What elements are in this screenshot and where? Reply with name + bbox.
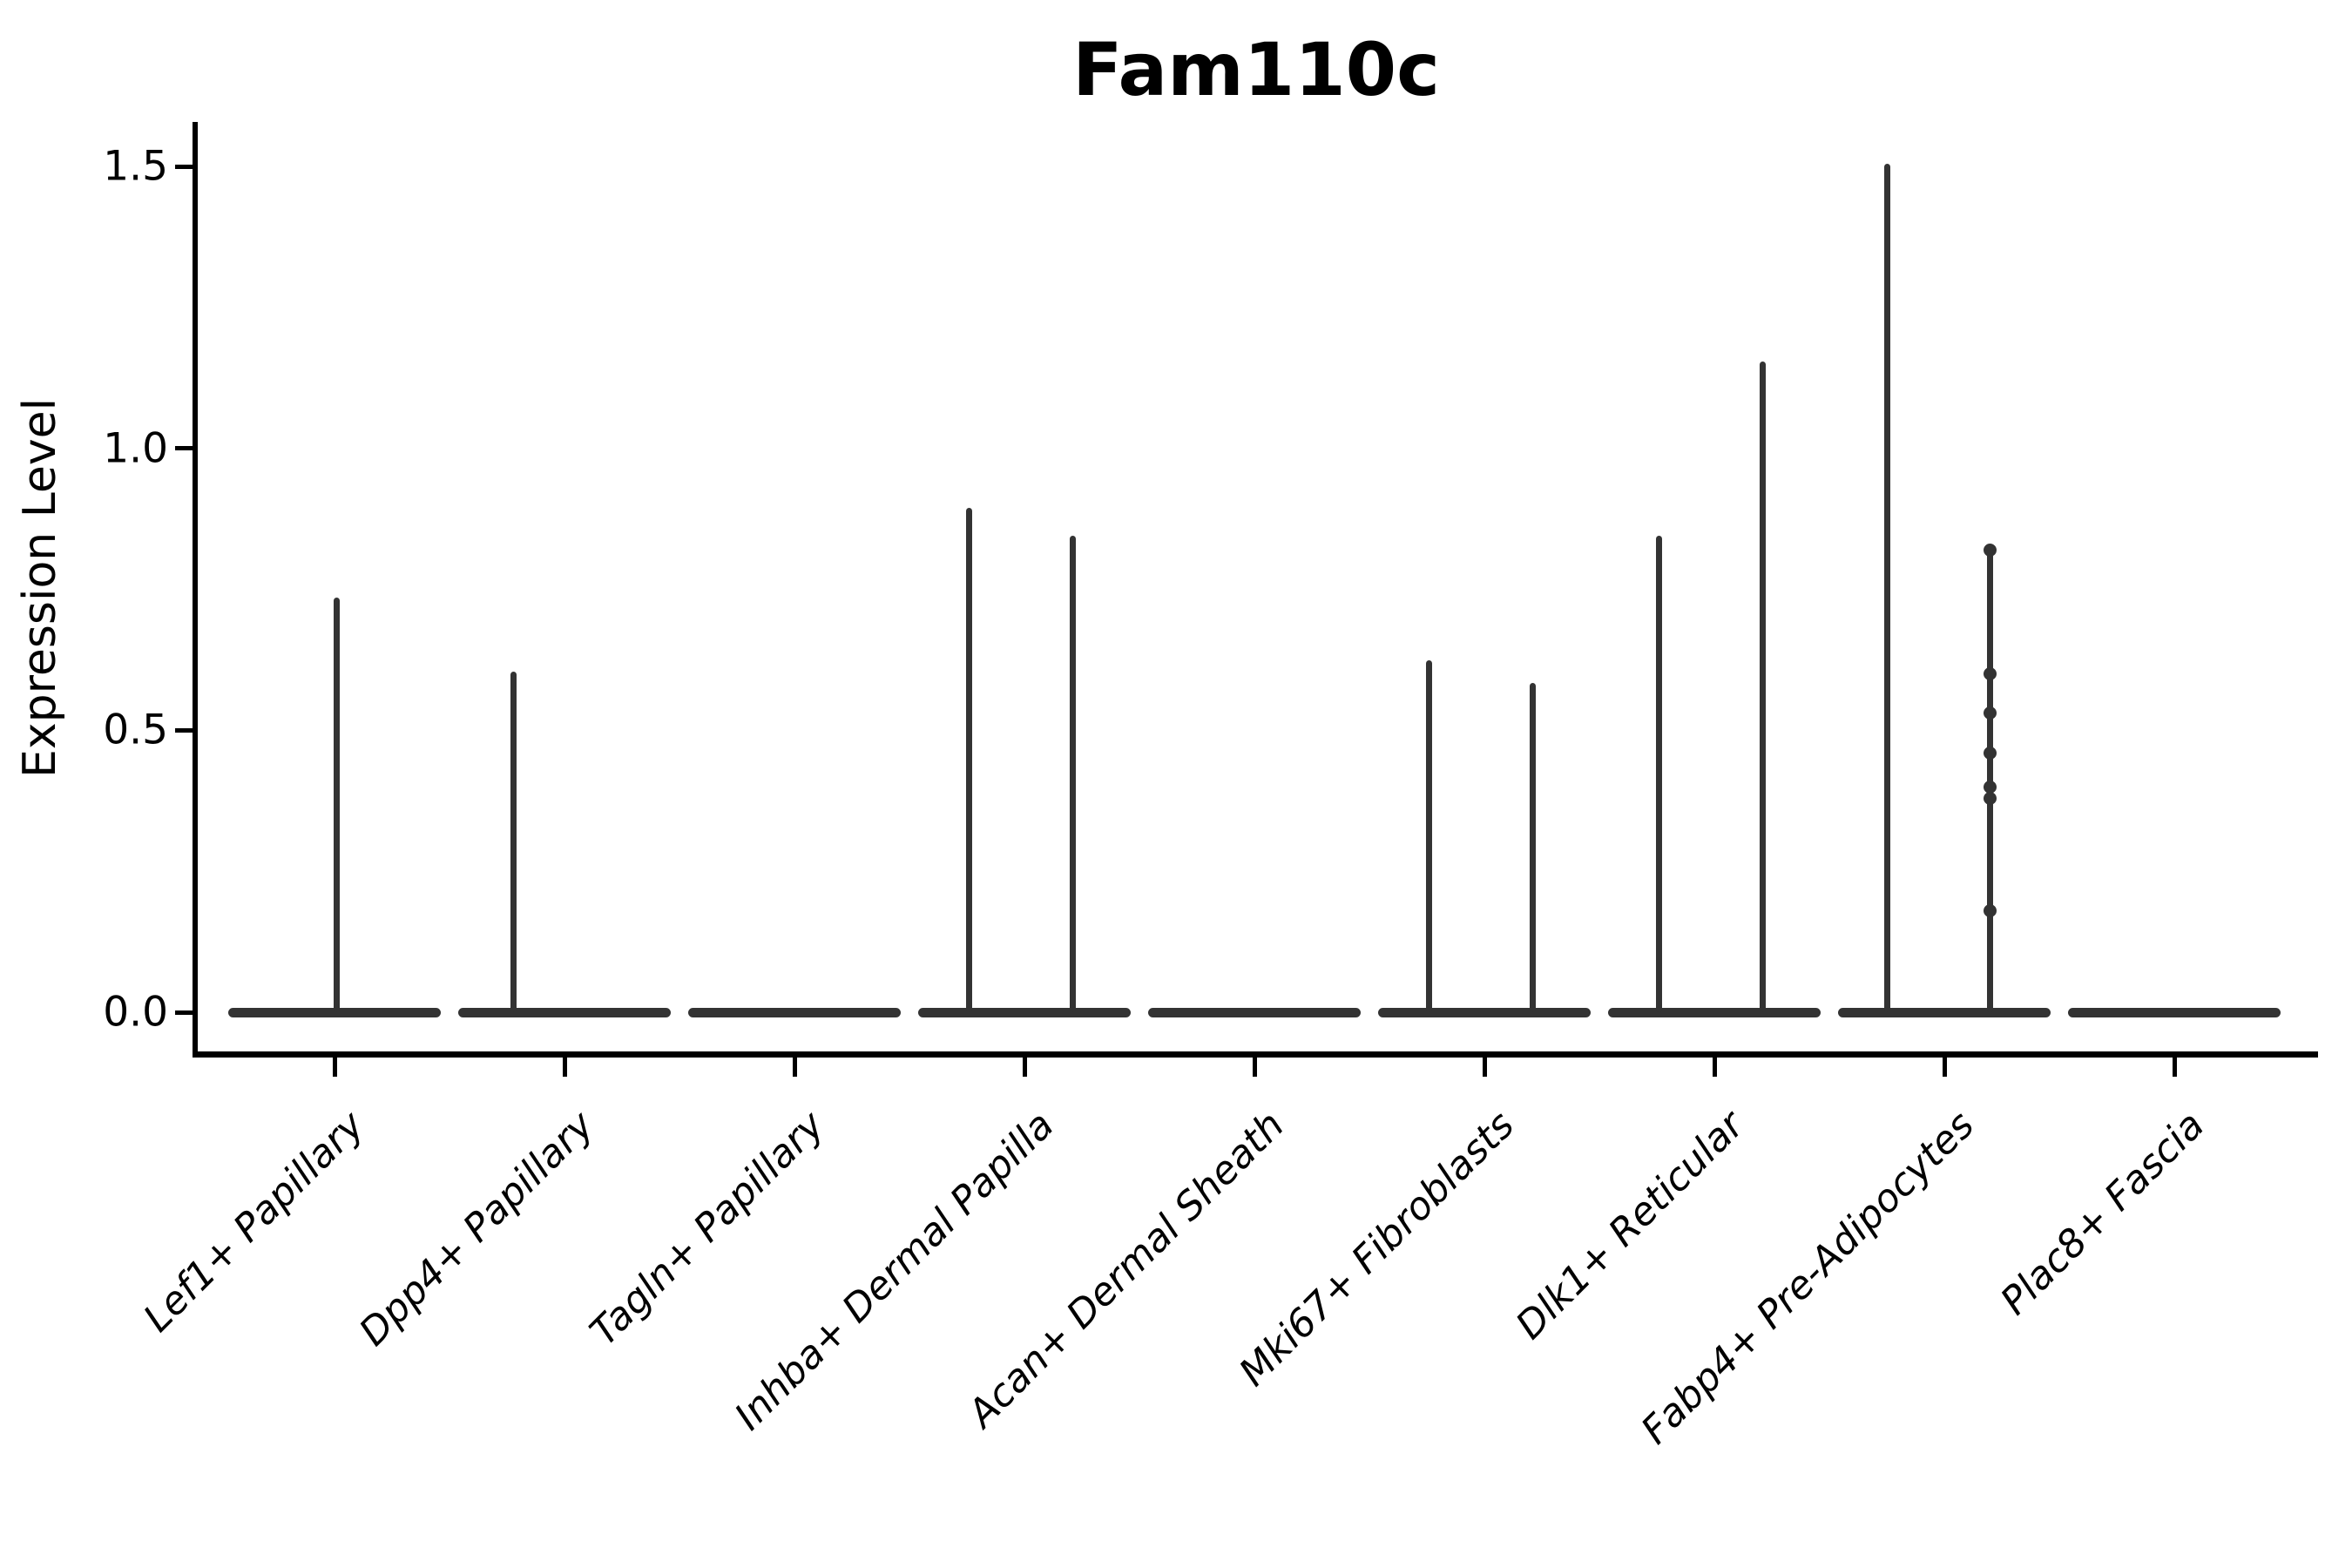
y-tick xyxy=(175,1010,193,1015)
violin-spike xyxy=(510,671,517,1012)
x-axis-spine xyxy=(193,1051,2318,1058)
y-axis-spine xyxy=(193,122,198,1057)
y-tick xyxy=(175,164,193,169)
x-tick-label: Tagln+ Papillary xyxy=(581,1103,834,1355)
violin-zero-bar xyxy=(2068,1007,2281,1017)
y-tick xyxy=(175,446,193,451)
y-tick-label: 0.0 xyxy=(103,988,168,1037)
y-tick-label: 1.5 xyxy=(103,142,168,191)
violin-zero-bar xyxy=(1838,1007,2051,1017)
x-tick-label: Plac8+ Fascia xyxy=(1991,1103,2213,1324)
violin-spike xyxy=(1069,536,1076,1012)
x-tick xyxy=(1712,1058,1717,1077)
violin-spike xyxy=(1426,659,1433,1012)
x-tick-label: Dpp4+ Papillary xyxy=(351,1103,604,1355)
x-tick xyxy=(792,1058,797,1077)
x-tick xyxy=(1942,1058,1947,1077)
x-tick-label: Dlk1+ Reticular xyxy=(1507,1103,1754,1348)
violin-zero-bar xyxy=(458,1007,671,1017)
x-tick xyxy=(1022,1058,1027,1077)
y-axis-label: Expression Level xyxy=(14,397,66,779)
violin-spike xyxy=(966,507,973,1012)
violin-spike xyxy=(1656,536,1663,1012)
violin-spike xyxy=(1529,682,1536,1012)
x-tick xyxy=(1252,1058,1257,1077)
strip-point xyxy=(1984,667,1997,681)
violin-spike xyxy=(1759,361,1766,1012)
strip-point xyxy=(1984,903,1997,917)
x-tick xyxy=(332,1058,337,1077)
violin-zero-bar xyxy=(1378,1007,1591,1017)
violin-zero-bar xyxy=(1608,1007,1821,1017)
plot-title: Fam110c xyxy=(1072,27,1440,112)
violin-spike xyxy=(1987,547,1994,1012)
violin-spike xyxy=(334,598,341,1012)
x-tick xyxy=(2172,1058,2177,1077)
violin-zero-bar xyxy=(688,1007,901,1017)
strip-point xyxy=(1984,791,1997,805)
violin-zero-bar xyxy=(1148,1007,1361,1017)
y-tick-label: 0.5 xyxy=(103,706,168,754)
strip-point xyxy=(1984,706,1997,720)
violin-spike xyxy=(1883,164,1890,1012)
strip-point xyxy=(1984,780,1997,794)
x-tick xyxy=(1482,1058,1487,1077)
x-tick-label: Lef1+ Papillary xyxy=(135,1103,374,1342)
y-tick xyxy=(175,727,193,733)
violin-zero-bar xyxy=(228,1007,441,1017)
y-tick-label: 1.0 xyxy=(103,424,168,473)
strip-point xyxy=(1984,543,1997,557)
strip-point xyxy=(1984,746,1997,760)
x-tick xyxy=(562,1058,567,1077)
violin-zero-bar xyxy=(918,1007,1131,1017)
